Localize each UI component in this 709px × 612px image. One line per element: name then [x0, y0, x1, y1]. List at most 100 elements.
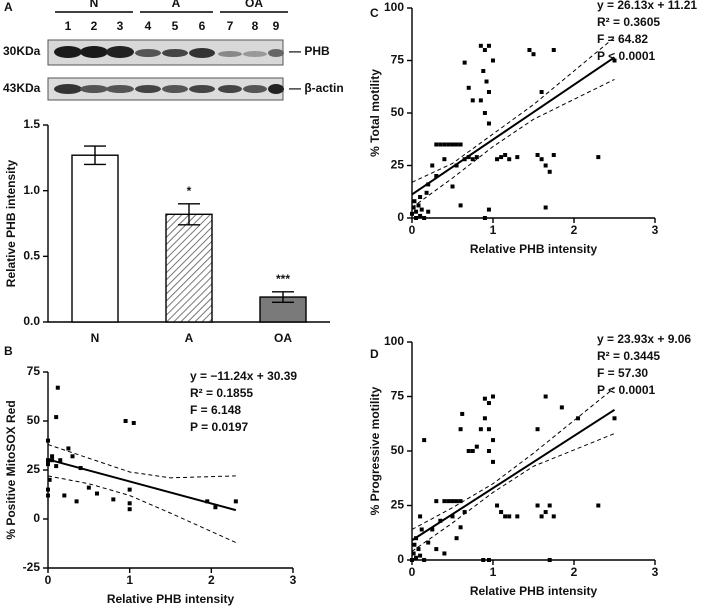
fit-stat: F = 6.148 [190, 403, 241, 417]
x-tick-label: 2 [571, 565, 578, 579]
y-tick-label: 25 [391, 498, 405, 512]
point [474, 155, 479, 160]
point [547, 558, 552, 562]
point [450, 142, 455, 147]
point [46, 493, 50, 498]
point [410, 558, 414, 562]
point [454, 163, 459, 168]
point [486, 558, 491, 562]
point [486, 449, 491, 453]
point [55, 385, 60, 390]
point [543, 394, 548, 399]
lane-label: 2 [91, 19, 98, 33]
x-axis-label: Relative PHB intensity [107, 592, 235, 606]
lane-label: 4 [145, 19, 152, 33]
point [419, 207, 424, 212]
point [74, 499, 79, 504]
y-tick-label: 100 [384, 334, 404, 348]
confidence-band [411, 78, 615, 208]
point [482, 216, 487, 220]
point [446, 142, 451, 147]
point [458, 142, 463, 147]
point [503, 514, 508, 519]
point [454, 536, 459, 541]
point [426, 209, 431, 214]
point [422, 558, 427, 562]
x-axis-label: Relative PHB intensity [470, 242, 598, 256]
point [543, 205, 548, 210]
point [491, 58, 495, 63]
point [551, 153, 556, 157]
point [419, 527, 424, 532]
point [462, 60, 467, 65]
fit-stat: P < 0.0001 [597, 49, 655, 63]
point [434, 174, 439, 178]
point [486, 427, 491, 432]
point [484, 79, 489, 84]
point [418, 213, 423, 218]
point [527, 48, 532, 52]
point [486, 43, 491, 48]
point [47, 477, 52, 482]
point [507, 514, 512, 519]
fit-stat: y = −11.24x + 30.39 [190, 369, 297, 383]
point [495, 503, 500, 508]
point [454, 499, 459, 504]
y-tick-label: 75 [27, 364, 41, 378]
y-tick-label: 75 [391, 389, 405, 403]
y-tick-label: 75 [391, 53, 405, 67]
point [426, 540, 431, 545]
point [213, 505, 218, 510]
point [478, 98, 483, 103]
y-tick-label: 50 [391, 443, 405, 457]
point [434, 547, 439, 552]
point [486, 121, 491, 126]
point [233, 499, 238, 504]
point [442, 157, 447, 162]
point [539, 157, 544, 162]
point [414, 216, 419, 220]
point [612, 58, 617, 63]
confidence-band [47, 444, 236, 479]
x-tick-label: 0 [45, 573, 52, 587]
lane-label: 9 [273, 19, 280, 33]
point [434, 499, 439, 504]
lane-label: 7 [227, 19, 234, 33]
point [70, 454, 75, 459]
point [495, 157, 500, 162]
y-tick-label: 0 [397, 552, 404, 566]
group-label: OA [245, 0, 263, 10]
point [414, 209, 419, 214]
point [111, 497, 116, 502]
point [458, 427, 463, 432]
point [470, 449, 475, 453]
y-tick-label: 50 [391, 105, 405, 119]
point [411, 551, 416, 556]
point [482, 48, 487, 52]
point [127, 487, 132, 492]
x-tick-label: A [185, 331, 194, 345]
point [416, 203, 421, 208]
y-axis-label: Relative PHB intensity [4, 159, 18, 287]
point [481, 558, 486, 562]
fit-stat: P < 0.0001 [597, 383, 655, 397]
point [410, 211, 414, 216]
point [416, 547, 421, 552]
x-tick-label: OA [274, 331, 292, 345]
fit-stat: R² = 0.3605 [597, 15, 660, 29]
point [54, 415, 59, 420]
point [422, 438, 427, 443]
point [576, 416, 581, 421]
point [486, 90, 491, 94]
fit-stat: R² = 0.1855 [190, 386, 253, 400]
error-bar [272, 291, 294, 303]
y-tick-label: 0 [397, 210, 404, 224]
point [127, 501, 132, 506]
lane-label: 5 [172, 19, 179, 33]
fit-stat: F = 57.30 [597, 366, 648, 380]
y-tick-label: -25 [23, 560, 41, 574]
point [499, 510, 504, 515]
point [460, 411, 465, 416]
point [515, 514, 520, 519]
